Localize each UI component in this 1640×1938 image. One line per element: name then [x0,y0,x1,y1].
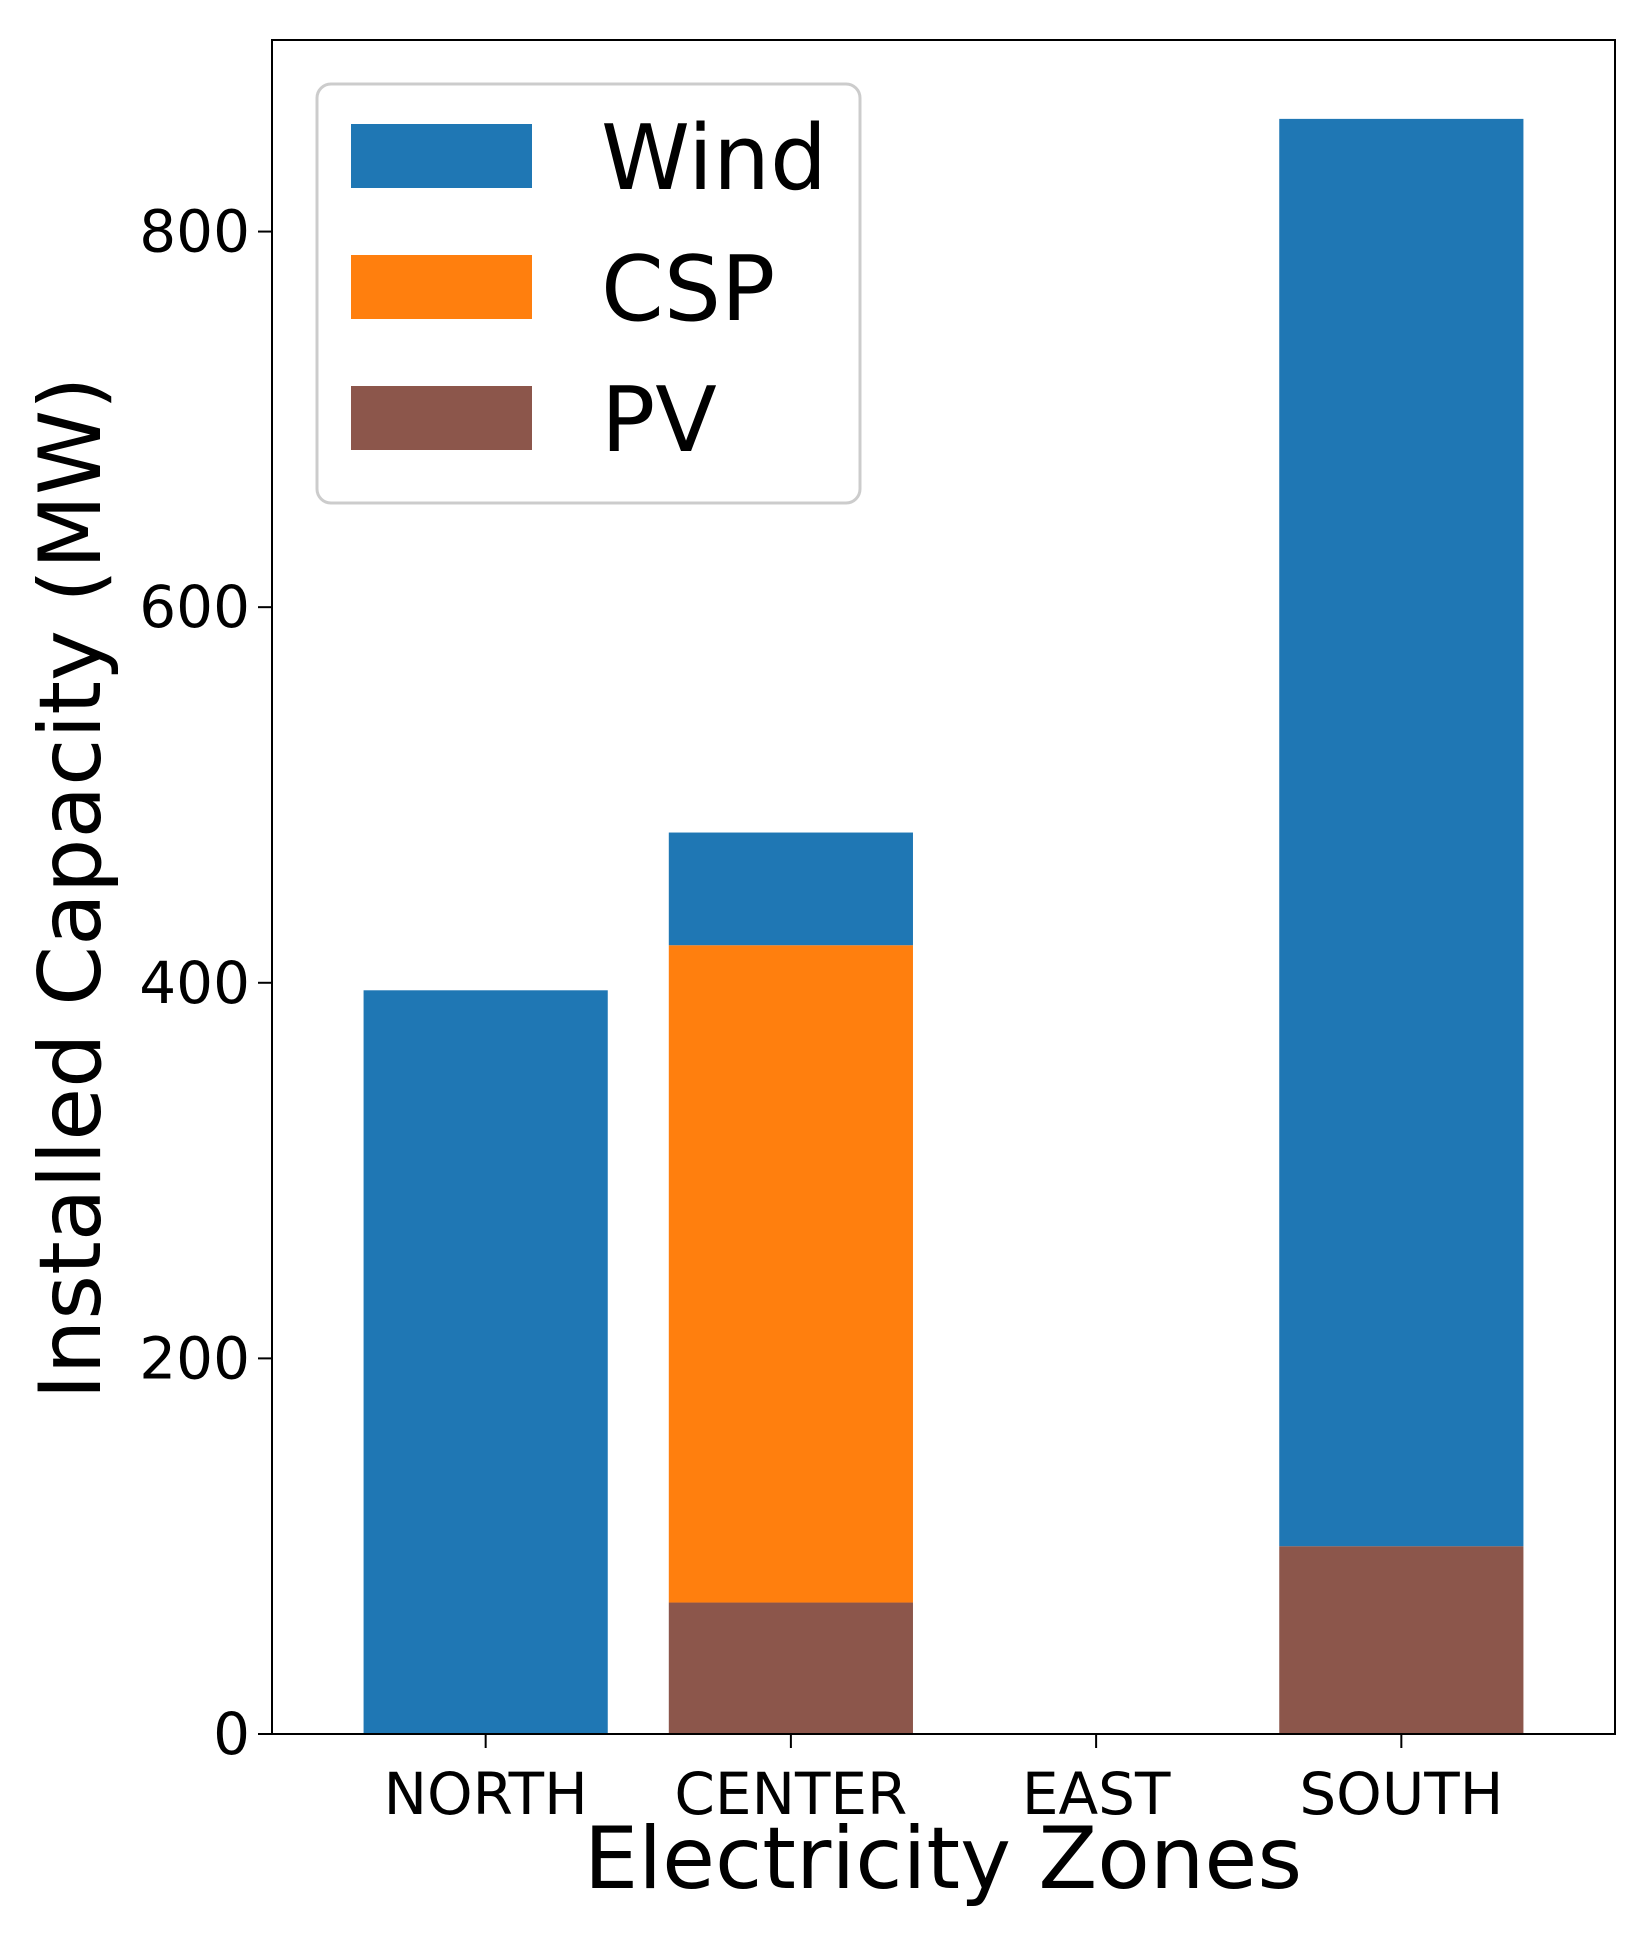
legend: Wind CSP PV [315,82,862,505]
y-tick-label: 0 [213,1700,250,1768]
y-tick-label: 400 [139,949,250,1017]
bar-center-wind [668,832,913,946]
x-tick-label-north: NORTH [384,1760,588,1828]
bar-north-wind [363,990,608,1734]
bar-center-pv [668,1602,913,1734]
x-tick-label-east: EAST [1022,1760,1171,1828]
x-axis-title: Electricity Zones [584,1809,1302,1909]
legend-label-wind: Wind [601,106,827,211]
bar-center-csp [668,945,913,1603]
x-tick-label-south: SOUTH [1299,1760,1503,1828]
x-tick-label-center: CENTER [674,1760,907,1828]
y-axis-ticks: 0 200 400 600 800 [139,198,272,1768]
legend-swatch-wind [351,124,532,188]
bar-south-wind [1279,118,1524,1547]
legend-label-pv: PV [601,368,717,473]
y-tick-label: 200 [139,1324,250,1392]
plot-area-frame [271,39,1616,1735]
bars-group [363,118,1524,1734]
y-tick-label: 800 [139,198,250,266]
legend-swatch-csp [351,255,532,319]
y-axis-title: Installed Capacity (MW) [21,376,121,1399]
legend-label-csp: CSP [601,237,775,342]
y-tick-label: 600 [139,573,250,641]
bar-south-pv [1279,1546,1524,1734]
x-axis-ticks: NORTH CENTER EAST SOUTH [384,1734,1503,1828]
legend-swatch-pv [351,386,532,450]
